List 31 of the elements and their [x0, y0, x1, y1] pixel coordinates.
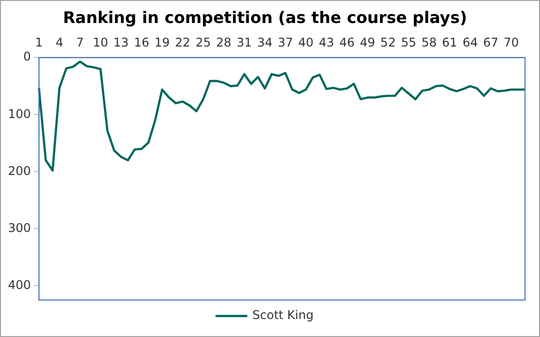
- x-tick-label: 55: [400, 36, 416, 50]
- x-tick-label: 61: [442, 36, 458, 50]
- x-tick-label: 25: [196, 36, 211, 50]
- x-tick-label: 64: [462, 36, 478, 50]
- legend-label: Scott King: [252, 308, 314, 322]
- chart-title: Ranking in competition (as the course plays): [62, 8, 468, 27]
- x-tick-label: 1: [35, 36, 43, 50]
- x-tick-label: 7: [76, 36, 84, 50]
- x-tick-label: 10: [92, 36, 108, 50]
- y-tick-label: 0: [23, 50, 31, 64]
- y-tick-label: 300: [8, 220, 31, 235]
- x-tick-label: 13: [113, 36, 129, 50]
- x-tick-label: 43: [318, 36, 334, 50]
- y-tick-label: 100: [8, 106, 31, 121]
- x-tick-label: 19: [154, 36, 170, 50]
- x-tick-label: 70: [504, 36, 519, 50]
- x-tick-label: 16: [134, 36, 150, 50]
- x-tick-label: 52: [380, 36, 396, 50]
- x-tick-label: 67: [483, 36, 498, 50]
- x-tick-label: 4: [56, 36, 64, 50]
- x-tick-label: 31: [236, 36, 252, 50]
- x-tick-label: 49: [360, 36, 376, 50]
- y-tick-label: 200: [8, 164, 31, 178]
- x-tick-label: 34: [257, 36, 272, 50]
- x-tick-label: 40: [298, 36, 314, 50]
- x-tick-label: 58: [422, 36, 437, 50]
- x-tick-label: 22: [175, 36, 190, 50]
- x-tick-label: 37: [278, 36, 294, 50]
- y-tick-label: 400: [8, 278, 31, 292]
- x-tick-label: 28: [216, 36, 232, 50]
- x-tick-label: 46: [339, 36, 355, 50]
